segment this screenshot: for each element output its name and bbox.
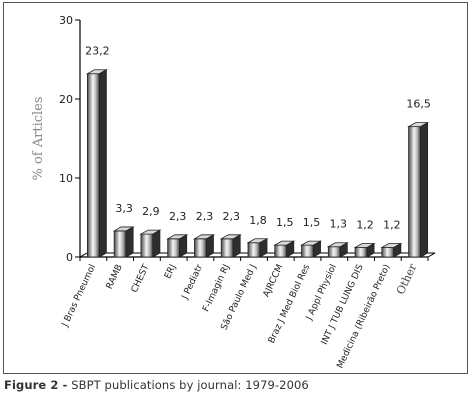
category-label: RAMB	[105, 263, 125, 291]
data-label: 1,2	[383, 219, 401, 232]
figure-caption: Figure 2 - SBPT publications by journal:…	[4, 378, 309, 392]
bar-side	[366, 242, 375, 258]
y-tick-label: 10	[59, 172, 73, 185]
y-axis-title: % of Articles	[31, 96, 46, 180]
bar	[192, 234, 215, 258]
bar	[112, 226, 135, 258]
bar-side	[393, 242, 402, 258]
data-label: 1,5	[303, 216, 321, 229]
bar	[85, 69, 108, 258]
bar	[273, 240, 296, 258]
bar	[407, 121, 430, 258]
bar	[353, 242, 376, 258]
data-label: 1,8	[249, 214, 267, 227]
data-label: 3,3	[115, 202, 133, 215]
bar	[139, 229, 162, 258]
y-tick-label: 30	[59, 14, 73, 27]
data-label: 2,3	[222, 210, 240, 223]
bar-front	[140, 233, 154, 258]
category-label: Medicina (Ribeirão Preto)	[336, 263, 393, 370]
y-tick-label: 0	[66, 251, 73, 264]
bar-chart: 0 10 20 30 % of Articles 23,2 J Bras Pneumol 3,…	[31, 14, 436, 370]
category-label: J Bras Pneumol	[60, 263, 98, 329]
bar-side	[420, 121, 429, 258]
category-label: F-Imagin RJ	[201, 263, 232, 313]
bar-side	[125, 226, 134, 258]
data-label: 2,3	[169, 210, 187, 223]
category-label: AJRCCM	[262, 263, 286, 299]
bar-front	[247, 242, 261, 258]
bar-side	[313, 240, 321, 258]
bar-front	[86, 73, 100, 258]
bar-side	[339, 242, 348, 258]
bar-front	[194, 238, 207, 258]
bar-side	[179, 234, 188, 258]
data-label: 2,3	[196, 210, 214, 223]
bar	[219, 234, 242, 258]
bar	[380, 242, 403, 258]
bar-front	[381, 247, 395, 258]
data-label: 2,9	[142, 205, 160, 218]
category-label: ERJ	[163, 263, 178, 280]
bar	[246, 238, 269, 258]
caption-prefix: Figure 2 -	[4, 378, 68, 392]
caption-text: SBPT publications by journal: 1979-2006	[67, 378, 309, 392]
bar	[166, 234, 189, 258]
bar-side	[152, 229, 161, 258]
data-label: 1,5	[276, 216, 294, 229]
bar-side	[259, 238, 268, 258]
bar-front	[113, 230, 127, 258]
bar-side	[206, 234, 214, 258]
bar-side	[232, 234, 241, 258]
bar-front	[327, 246, 341, 258]
bar-front	[220, 238, 234, 258]
floor-right-edge	[427, 252, 436, 258]
data-label: 1,2	[356, 219, 374, 232]
data-label: 23,2	[85, 45, 110, 58]
bar-front	[301, 244, 314, 258]
y-tick-label: 20	[59, 93, 73, 106]
floor-back-edge	[79, 252, 88, 258]
category-label: CHEST	[130, 263, 152, 295]
chart-frame: 0 10 20 30 % of Articles 23,2 J Bras Pneumol 3,…	[3, 2, 468, 374]
bar	[326, 242, 349, 258]
data-label: 16,5	[406, 98, 431, 111]
category-label: J Pediatr	[180, 263, 205, 302]
bar-side	[286, 240, 295, 258]
bar-side	[98, 69, 107, 258]
data-label: 1,3	[330, 218, 348, 231]
bar-front	[354, 247, 368, 258]
bar	[300, 240, 323, 258]
bar-front	[408, 126, 422, 258]
category-label: Other	[394, 261, 420, 296]
bars	[85, 69, 430, 258]
bar-front	[167, 238, 181, 258]
bar-front	[274, 244, 288, 258]
